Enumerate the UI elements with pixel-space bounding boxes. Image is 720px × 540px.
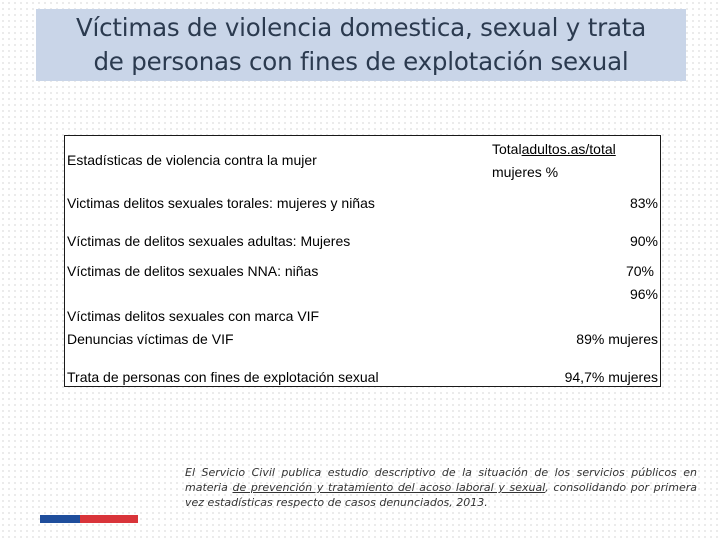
table-header-right: Totaladultos.as/total	[492, 141, 616, 158]
table-row-label: Víctimas delitos sexuales con marca VIF	[67, 308, 320, 324]
note-text-2: , consolidando por primera vez estadísti…	[185, 481, 697, 509]
header-women-percent: mujeres %	[492, 164, 559, 180]
table-row-value: 94,7% mujeres	[564, 369, 658, 385]
table-row-value: 83%	[629, 195, 658, 211]
source-note: El Servicio Civil publica estudio descri…	[185, 465, 697, 510]
flag-blue-segment	[40, 515, 80, 523]
table-header-left: Estadísticas de violencia contra la muje…	[67, 152, 317, 168]
table-row-label: Denuncias víctimas de VIF	[67, 331, 234, 347]
header-adults-link[interactable]: adultos.as/total	[521, 141, 616, 157]
table-row-label: Víctimas de delitos sexuales adultas: Mu…	[67, 233, 351, 249]
header-total-label: Total	[492, 141, 522, 157]
table-row-label: Trata de personas con fines de explotaci…	[67, 369, 379, 385]
table-row-value: 90%	[629, 233, 658, 249]
note-text-1: El Servicio Civil publica estudio descri…	[185, 466, 697, 494]
title-line-2: de personas con fines de explotación sex…	[93, 47, 629, 76]
table-row-label: Victimas delitos sexuales torales: mujer…	[67, 195, 375, 211]
table-row-label: Víctimas de delitos sexuales NNA: niñas	[67, 263, 319, 279]
flag-red-segment	[80, 515, 138, 523]
government-flag-bar	[40, 515, 138, 523]
statistics-table: Estadísticas de violencia contra la muje…	[64, 135, 661, 387]
slide-title: Víctimas de violencia domestica, sexual …	[36, 9, 686, 81]
table-row-value: 70%	[625, 263, 654, 279]
note-link[interactable]: de prevención y tratamiento del acoso la…	[232, 481, 546, 494]
title-line-1: Víctimas de violencia domestica, sexual …	[75, 13, 647, 42]
table-row-value: 96%	[629, 286, 658, 302]
table-row-value: 89% mujeres	[576, 331, 658, 347]
